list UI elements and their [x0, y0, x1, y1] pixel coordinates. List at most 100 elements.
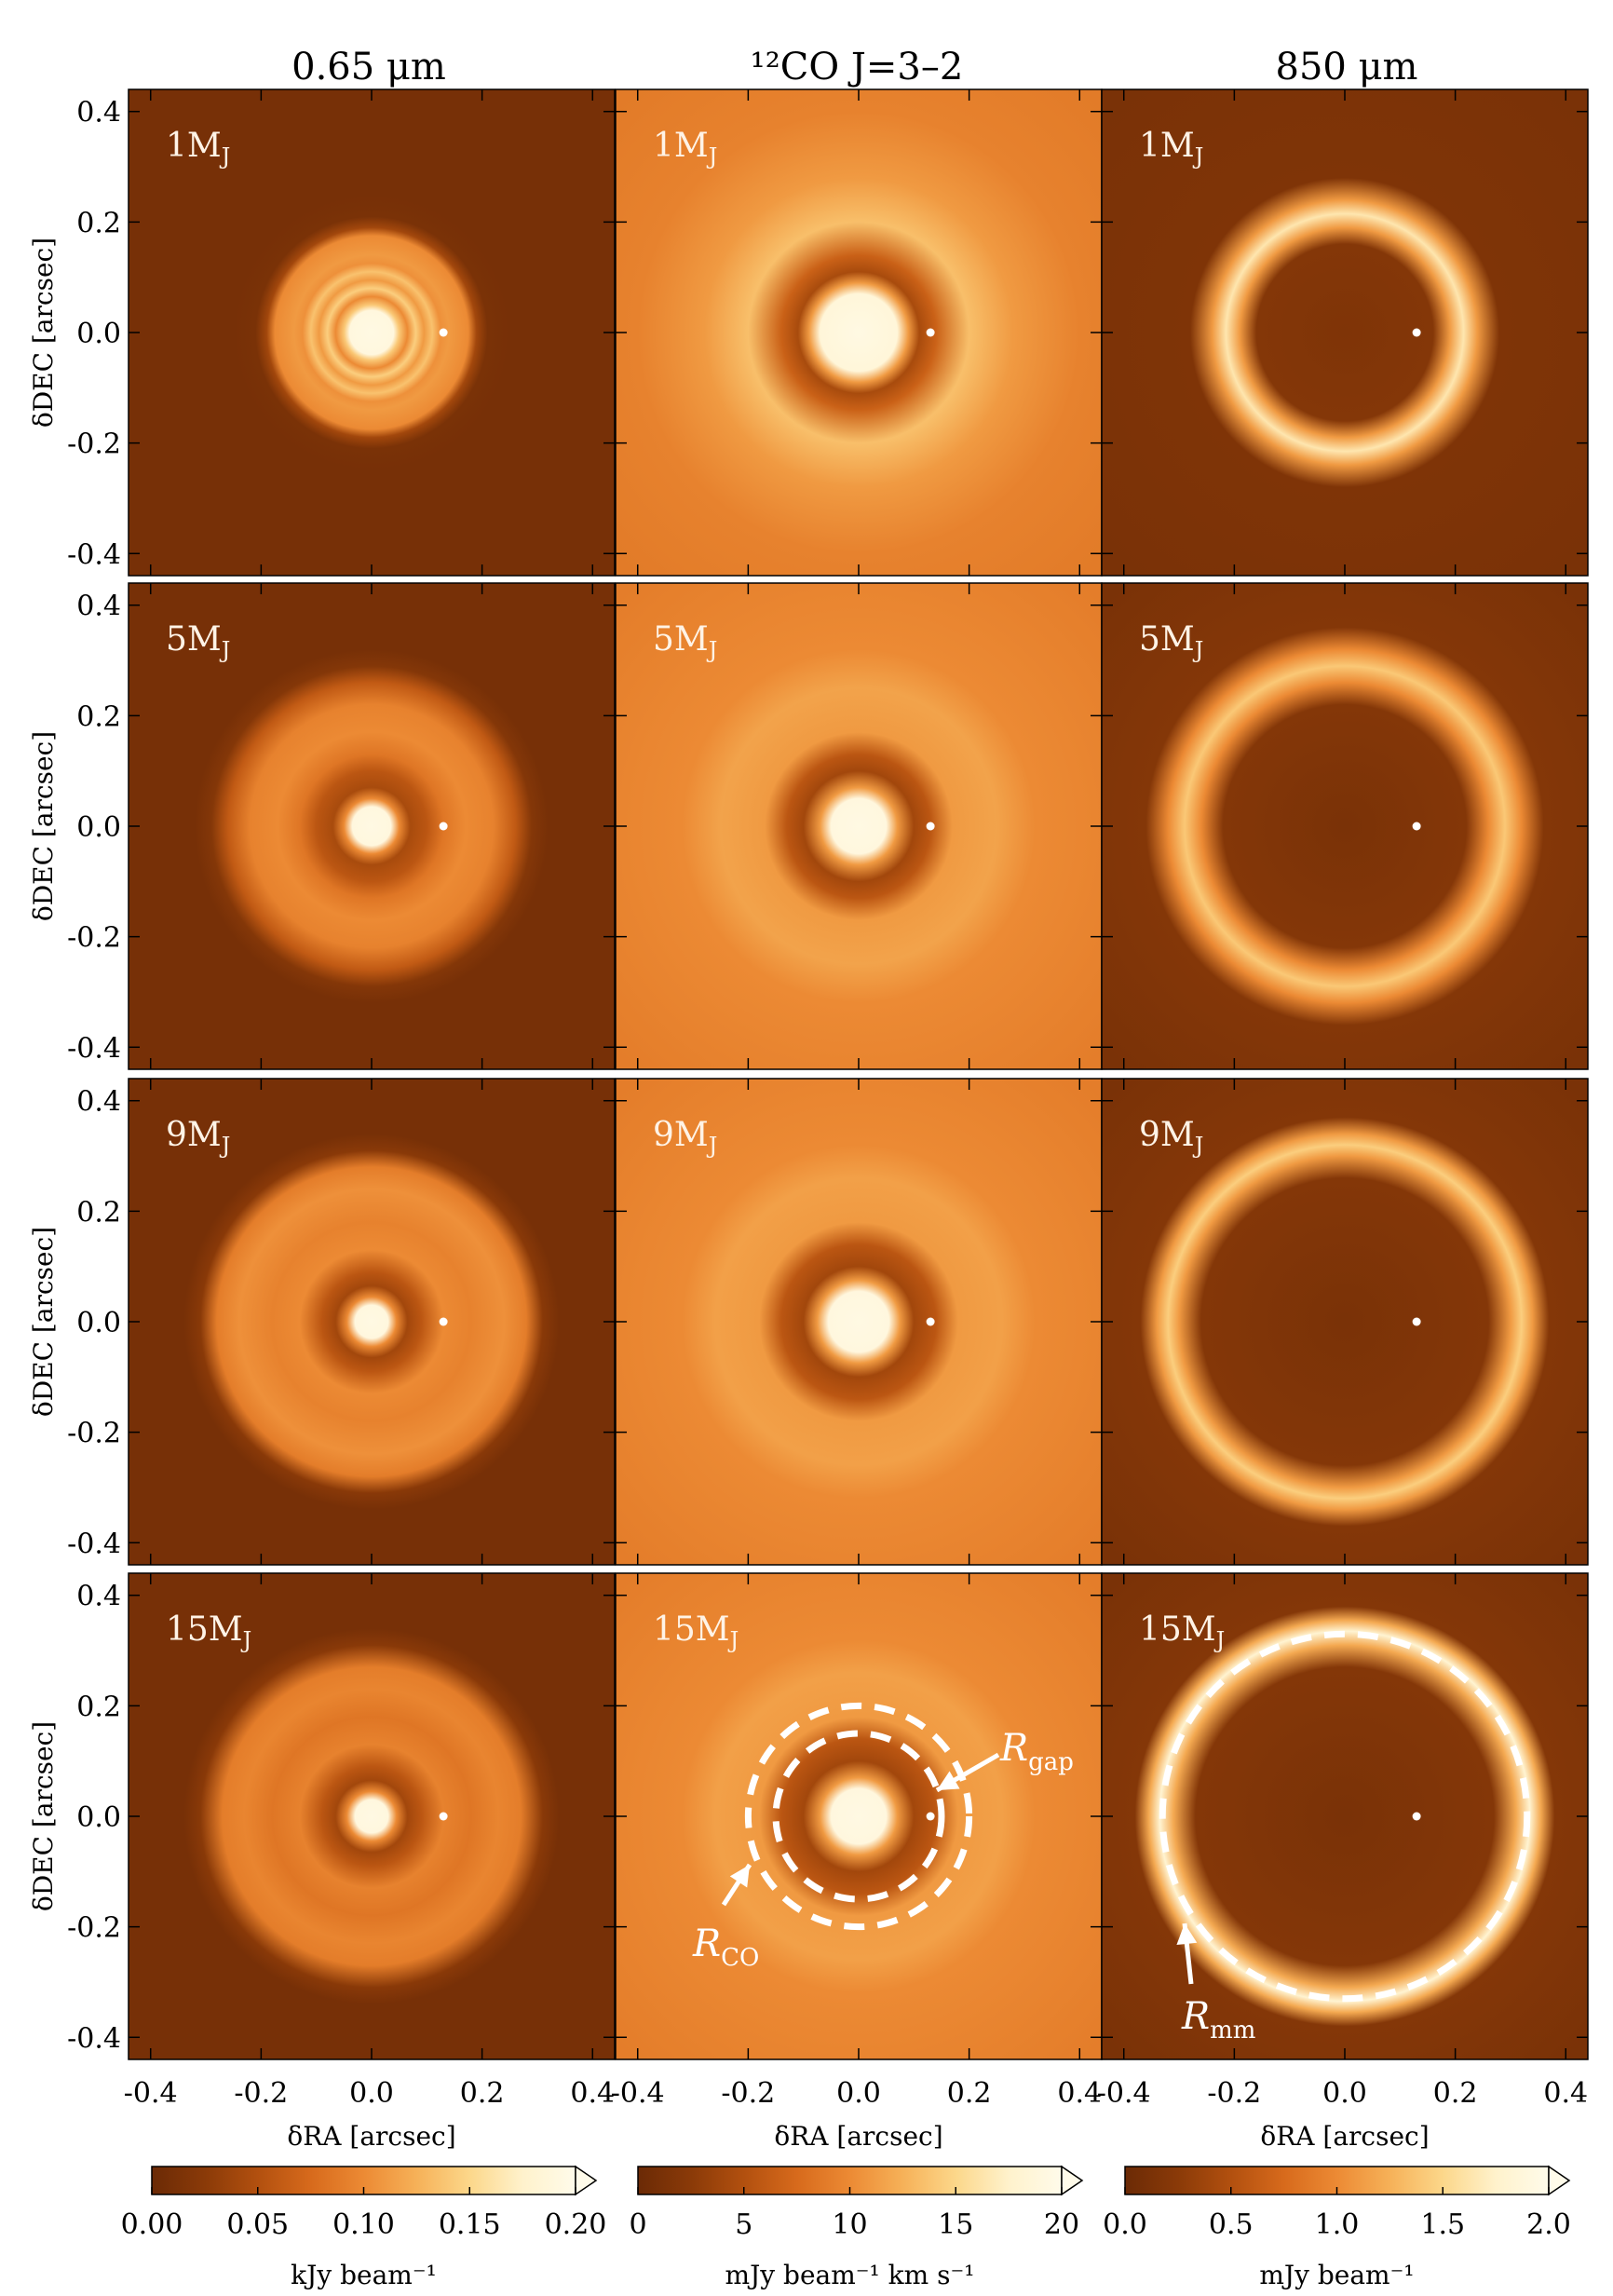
- colorbar-tick-label: 5: [735, 2208, 752, 2241]
- x-tick-label: 0.2: [460, 2077, 505, 2110]
- planet-marker: [926, 1317, 935, 1326]
- planet-marker: [439, 328, 448, 337]
- y-tick-label: 0.4: [76, 97, 121, 129]
- planet-marker: [926, 1812, 935, 1821]
- mass-label: 15MJ: [653, 1610, 739, 1653]
- mass-label: 15MJ: [166, 1610, 251, 1653]
- colorbar-tick-label: 1.5: [1420, 2208, 1465, 2241]
- x-tick-label: -0.4: [124, 2077, 178, 2110]
- x-tick-label: 0.4: [1543, 2077, 1588, 2110]
- planet-marker: [1412, 822, 1421, 831]
- x-tick-label: 0.0: [349, 2077, 394, 2110]
- mass-label: 5MJ: [653, 620, 717, 663]
- planet-marker: [439, 1812, 448, 1821]
- colorbar-tick-label: 0: [629, 2208, 646, 2241]
- radius-dashed-circle: [772, 1730, 945, 1903]
- y-tick-label: 0.4: [76, 1581, 121, 1613]
- column-title-1: ¹²CO J=3–2: [751, 46, 964, 88]
- x-tick-label: -0.2: [234, 2077, 288, 2110]
- panel-r3-c0: [129, 1573, 615, 2059]
- colorbar-unit-label: mJy beam⁻¹ km s⁻¹: [725, 2260, 975, 2290]
- colorbar-extend-arrow: [1548, 2165, 1571, 2196]
- colorbar-tick-label: 0.15: [439, 2208, 501, 2241]
- colorbar-unit-label: kJy beam⁻¹: [291, 2260, 437, 2290]
- panel-r2-c0: [129, 1079, 615, 1565]
- panel-r3-c1: [616, 1573, 1102, 2059]
- y-axis-label: δDEC [arcsec]: [28, 731, 59, 921]
- radius-dashed-circle: [1159, 1630, 1531, 2003]
- emission-map: [616, 89, 1102, 576]
- x-tick-label: 0.0: [1322, 2077, 1367, 2110]
- y-tick-label: -0.2: [67, 922, 121, 955]
- column-title-0: 0.65 μm: [291, 46, 446, 88]
- emission-map: [1102, 1079, 1588, 1565]
- panel-r2-c1: [616, 1079, 1102, 1565]
- panel-r1-c1: [616, 583, 1102, 1069]
- y-tick-label: -0.4: [67, 1032, 121, 1065]
- colorbar-2: 0.0 0.5 1.0 1.5 2.0 mJy beam⁻¹: [1103, 2165, 1571, 2290]
- y-tick-label: -0.2: [67, 1912, 121, 1945]
- y-tick-label: 0.0: [76, 1307, 121, 1339]
- y-tick-label: -0.2: [67, 1418, 121, 1450]
- planet-marker: [439, 1317, 448, 1326]
- mass-label: 1MJ: [1139, 127, 1203, 170]
- y-axis-label: δDEC [arcsec]: [28, 1721, 59, 1911]
- y-tick-label: -0.4: [67, 2022, 121, 2055]
- y-tick-label: -0.4: [67, 538, 121, 571]
- colorbars: 0.00 0.05 0.10 0.15 0.20 kJy beam⁻¹ 0 5 10 15 20 mJ…: [121, 2165, 1571, 2290]
- mass-label: 9MJ: [653, 1116, 717, 1159]
- planet-marker: [1412, 328, 1421, 337]
- y-tick-label: 0.0: [76, 811, 121, 844]
- y-axis-label: δDEC [arcsec]: [28, 238, 59, 428]
- x-axis-label: δRA [arcsec]: [287, 2121, 455, 2152]
- panel-r2-c2: [1102, 1079, 1588, 1565]
- emission-map: [616, 1573, 1102, 2059]
- planet-marker: [1412, 1317, 1421, 1326]
- x-tick-label: 0.0: [836, 2077, 881, 2110]
- x-tick-label: -0.4: [611, 2077, 665, 2110]
- annotation-arrowhead: [937, 1771, 960, 1790]
- emission-map: [1102, 89, 1588, 576]
- panel-r0-c0: [129, 89, 615, 576]
- planet-marker: [926, 822, 935, 831]
- colorbar-0: 0.00 0.05 0.10 0.15 0.20 kJy beam⁻¹: [121, 2165, 607, 2290]
- y-tick-label: 0.2: [76, 700, 121, 733]
- emission-map: [183, 1628, 560, 2004]
- colorbar-tick-label: 0.10: [332, 2208, 395, 2241]
- y-tick-label: 0.2: [76, 1691, 121, 1723]
- mass-label: 9MJ: [1139, 1116, 1203, 1159]
- column-title-2: 850 μm: [1276, 46, 1418, 88]
- y-tick-label: 0.0: [76, 318, 121, 350]
- x-tick-label: 0.4: [1057, 2077, 1102, 2110]
- colorbar-1: 0 5 10 15 20 mJy beam⁻¹ km s⁻¹: [629, 2165, 1084, 2290]
- x-axis-label: δRA [arcsec]: [1260, 2121, 1429, 2152]
- colorbar-extend-arrow: [575, 2165, 598, 2196]
- x-tick-label: 0.4: [570, 2077, 615, 2110]
- panel-r1-c2: [1102, 583, 1588, 1069]
- panel-grid: 1MJ 1MJ 1MJ 5MJ 5MJ 5MJ 9MJ 9MJ 9MJ 15MJ 15MJ 15MJ: [128, 88, 1589, 2060]
- colorbar-extend-arrow: [1061, 2165, 1084, 2196]
- colorbar-tick-label: 2.0: [1526, 2208, 1571, 2241]
- emission-map: [183, 1134, 560, 1510]
- colorbar-tick-label: 15: [938, 2208, 973, 2241]
- panel-r0-c2: [1102, 89, 1588, 576]
- x-tick-label: 0.2: [947, 2077, 992, 2110]
- planet-marker: [1412, 1812, 1421, 1821]
- planet-marker: [439, 822, 448, 831]
- x-tick-label: -0.4: [1097, 2077, 1151, 2110]
- y-tick-label: 0.2: [76, 1196, 121, 1229]
- emission-map: [1102, 1573, 1588, 2059]
- panel-r1-c0: [129, 583, 615, 1069]
- panel-r3-c2: [1102, 1573, 1588, 2059]
- y-axis-label: δDEC [arcsec]: [28, 1227, 59, 1417]
- emission-map: [233, 194, 510, 471]
- annotation-arrowhead: [729, 1865, 750, 1888]
- colorbar-tick-label: 0.20: [545, 2208, 607, 2241]
- emission-map: [616, 583, 1102, 1069]
- annotation-arrowhead: [1176, 1923, 1198, 1946]
- colorbar-tick-label: 0.00: [121, 2208, 183, 2241]
- colorbar-tick-label: 10: [832, 2208, 867, 2241]
- y-tick-label: 0.4: [76, 1086, 121, 1119]
